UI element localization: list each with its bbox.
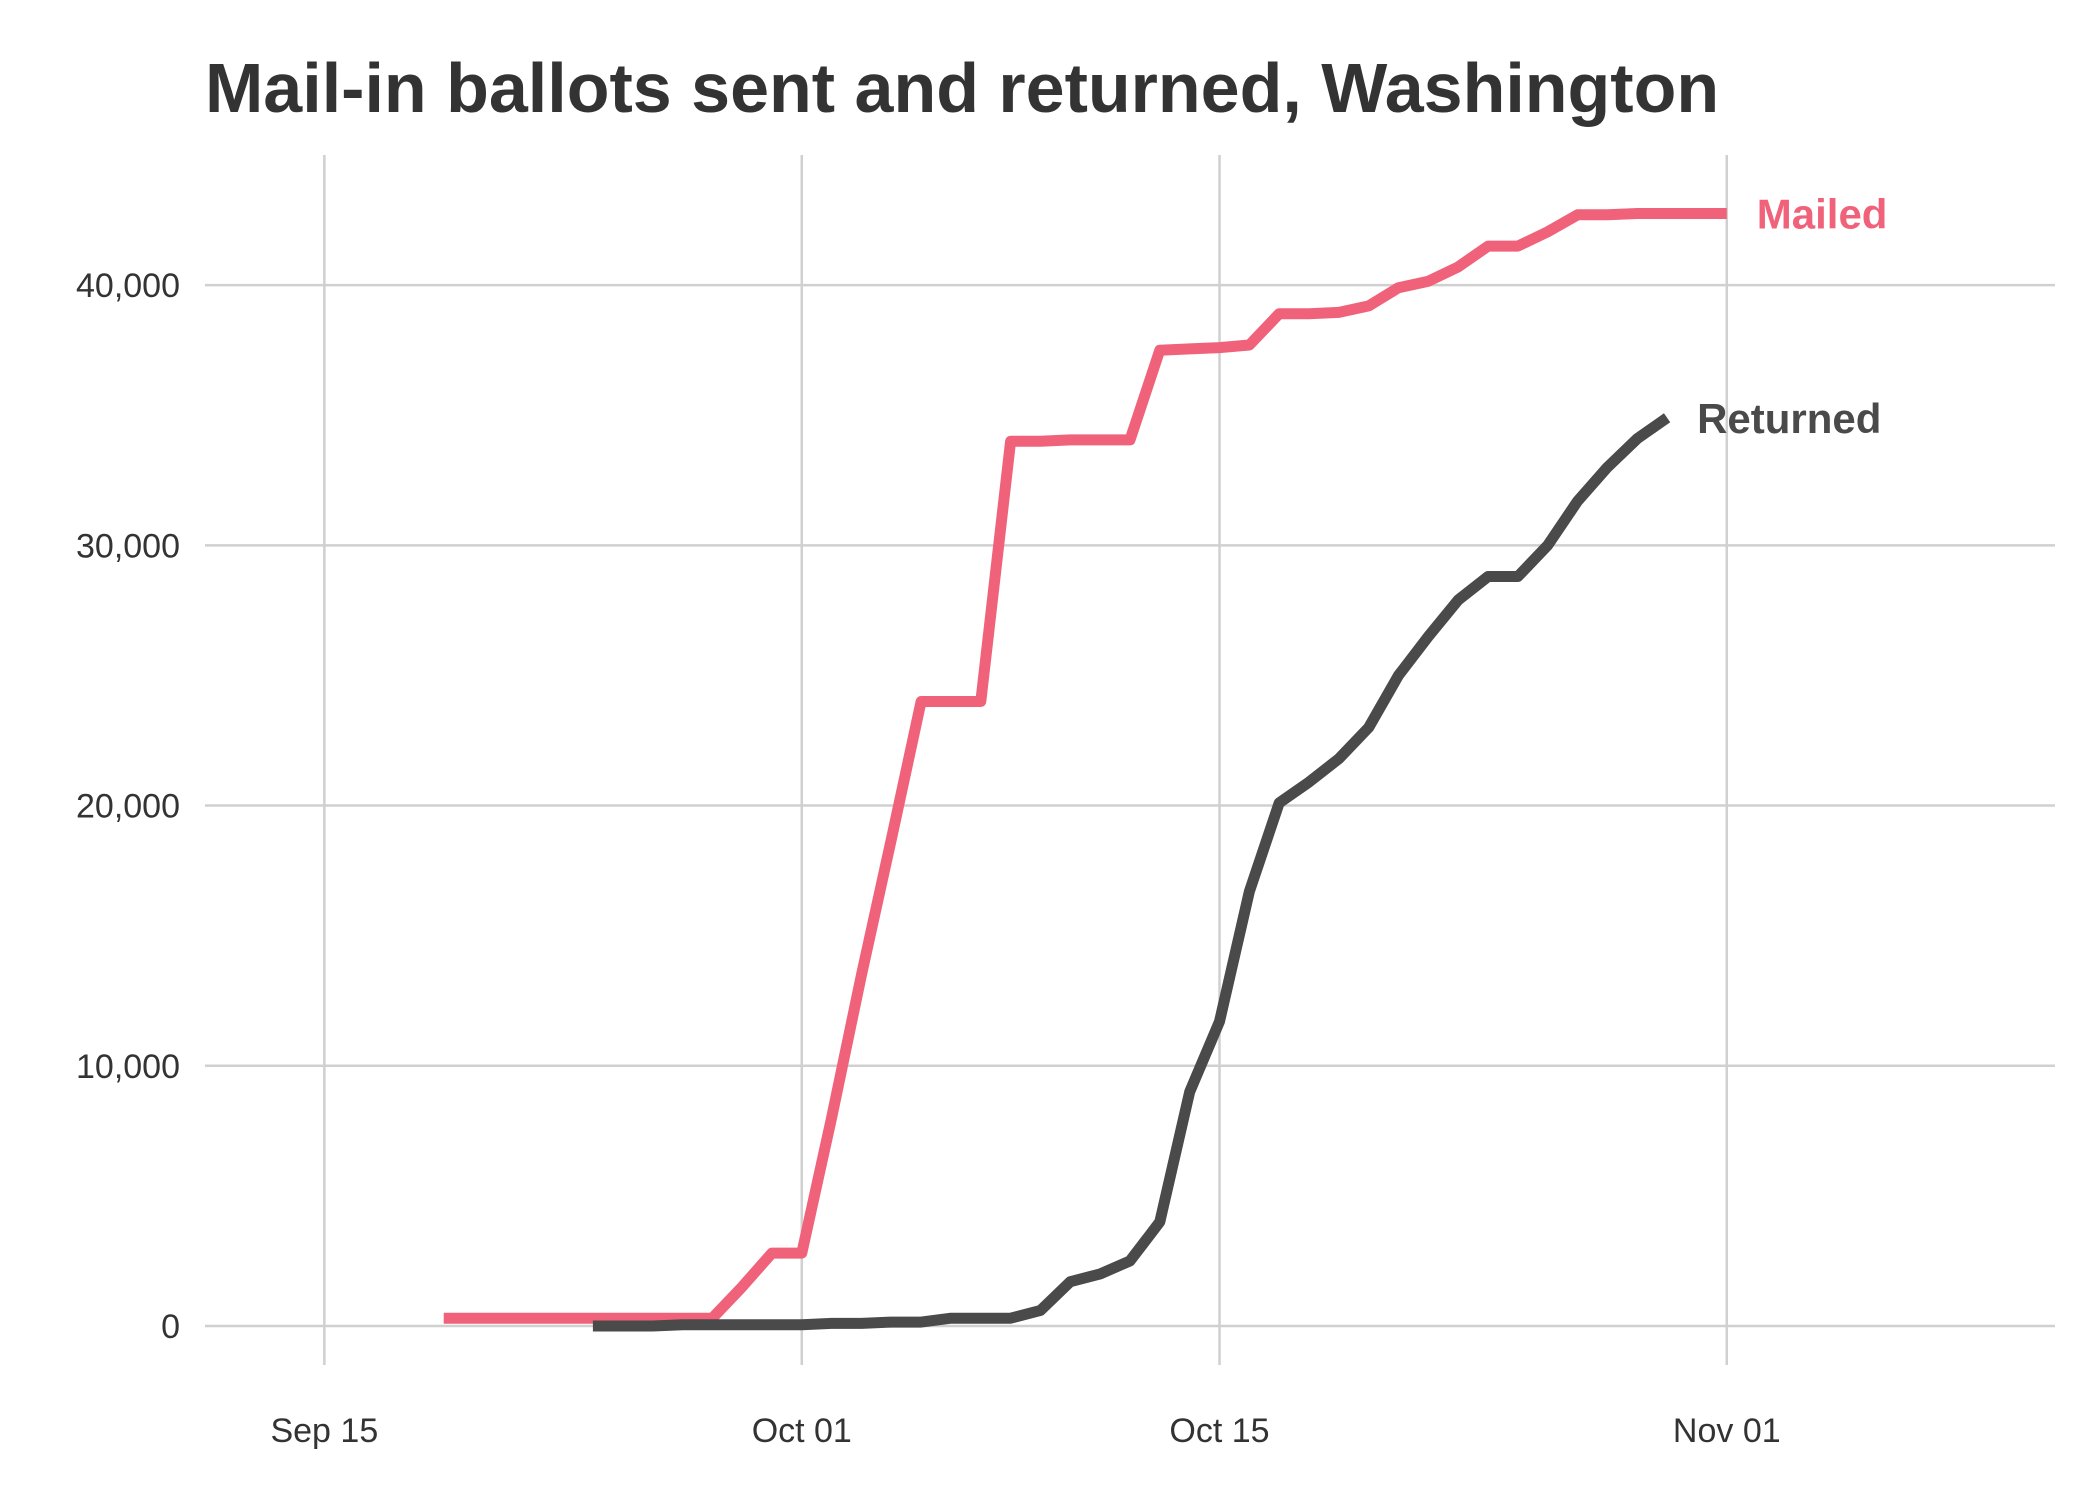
y-tick-label: 40,000 xyxy=(76,267,180,305)
series-line-mailed xyxy=(443,208,1727,1324)
x-tick-label: Oct 15 xyxy=(1169,1412,1269,1450)
x-tick-label: Oct 01 xyxy=(752,1412,852,1450)
series-label-returned: Returned xyxy=(1697,395,1881,442)
series-label-mailed: Mailed xyxy=(1757,191,1888,238)
y-tick-label: 20,000 xyxy=(76,788,180,826)
chart-title: Mail-in ballots sent and returned, Washi… xyxy=(205,49,1720,127)
series-line-returned xyxy=(592,413,1671,1332)
x-tick-label: Nov 01 xyxy=(1673,1412,1781,1450)
y-tick-label: 10,000 xyxy=(76,1048,180,1086)
y-tick-label: 30,000 xyxy=(76,527,180,565)
x-tick-label: Sep 15 xyxy=(270,1412,378,1450)
y-tick-label: 0 xyxy=(161,1308,180,1346)
